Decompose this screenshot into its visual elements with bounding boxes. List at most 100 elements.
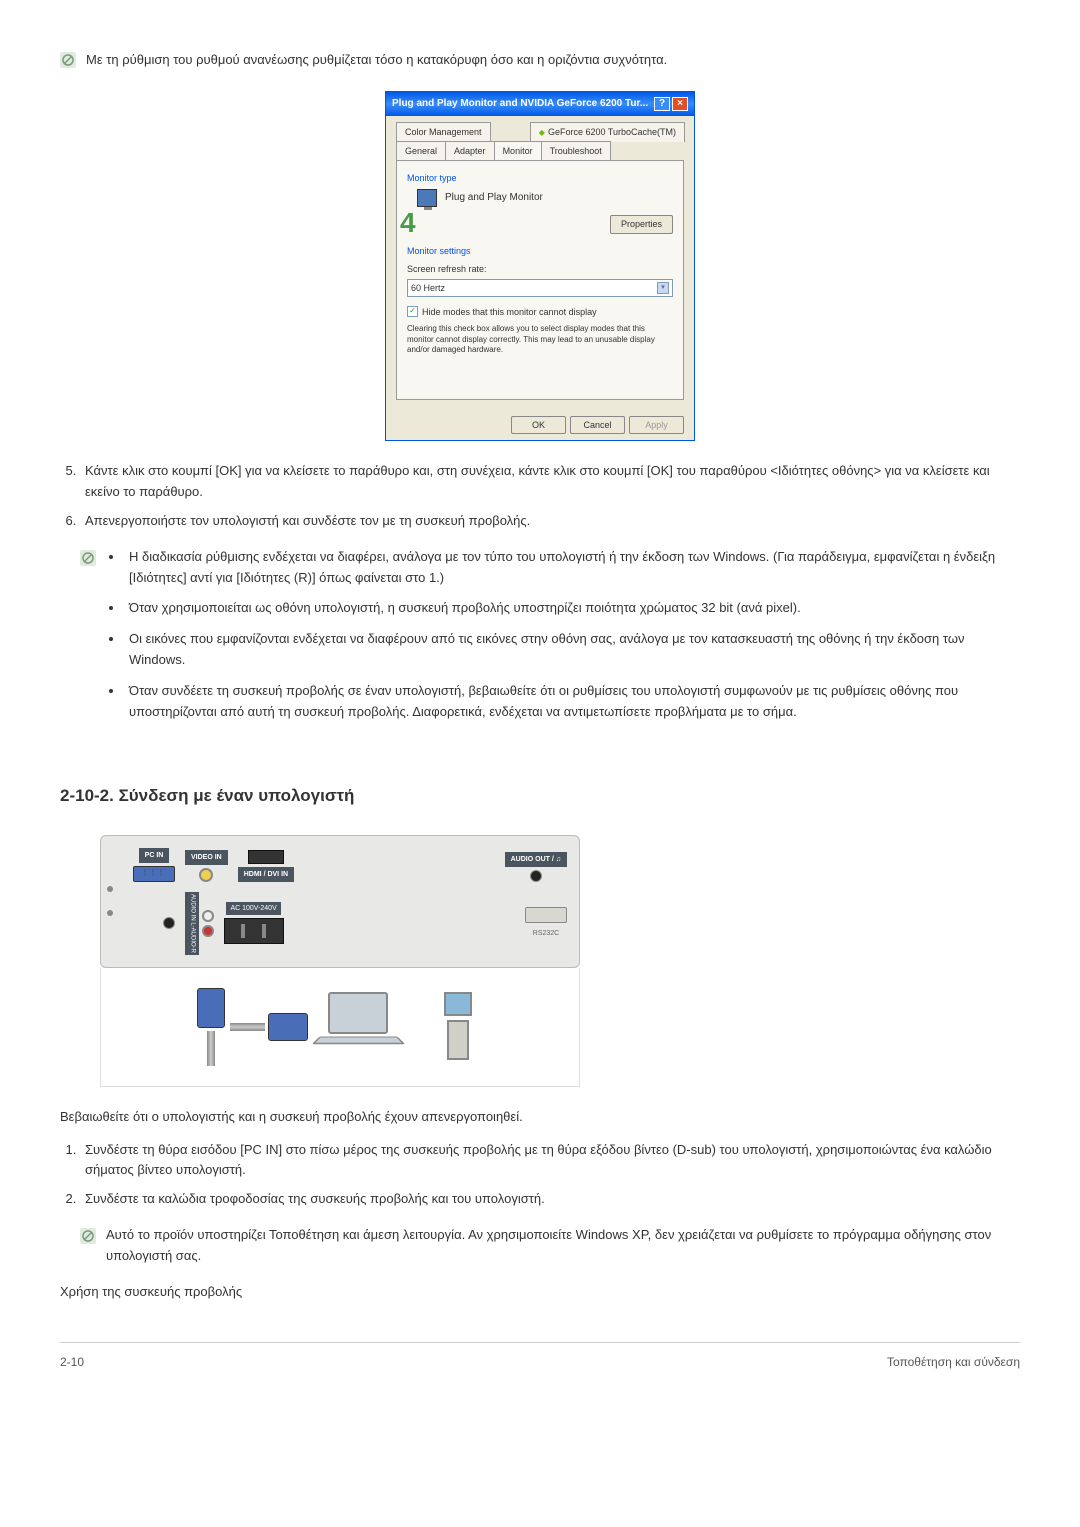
dropdown-arrow-icon: ▾ <box>657 282 669 294</box>
refresh-rate-select[interactable]: 60 Hertz ▾ <box>407 279 673 297</box>
mounting-holes <box>107 886 113 916</box>
audio-out-label: AUDIO OUT / ♫ <box>505 852 567 867</box>
rs232-group: RS232C <box>525 907 567 939</box>
page-footer: 2-10 Τοποθέτηση και σύνδεση <box>60 1342 1020 1372</box>
step-6-text: Απενεργοποιήστε τον υπολογιστή και συνδέ… <box>85 513 530 528</box>
monitor-type-row: Plug and Play Monitor <box>407 189 673 207</box>
properties-button[interactable]: Properties <box>610 215 673 233</box>
info-bullets-block: Η διαδικασία ρύθμισης ενδέχεται να διαφέ… <box>80 547 1020 733</box>
top-note-text: Με τη ρύθμιση του ρυθμού ανανέωσης ρυθμί… <box>86 50 667 71</box>
rs232-port-icon <box>525 907 567 923</box>
ports-row-2: AUDIO IN L-AUDIO-R AC 100V-240V RS232C <box>163 892 567 955</box>
conn-step-2: Συνδέστε τα καλώδια τροφοδοσίας της συσκ… <box>80 1189 1020 1210</box>
power-port-icon <box>224 918 284 944</box>
cancel-button[interactable]: Cancel <box>570 416 625 434</box>
vga-plug-icon <box>268 1013 308 1041</box>
power-group: AC 100V-240V <box>224 902 284 944</box>
audio-in-label: AUDIO IN L-AUDIO-R <box>185 892 199 955</box>
connection-illustration <box>100 968 580 1087</box>
hole-icon <box>107 910 113 916</box>
tab-geforce[interactable]: GeForce 6200 TurboCache(TM) <box>530 122 685 142</box>
ac-label: AC 100V-240V <box>226 902 280 915</box>
vga-connector-2 <box>230 1013 308 1041</box>
connection-steps: Συνδέστε τη θύρα εισόδου [PC IN] στο πίσ… <box>60 1140 1020 1210</box>
note-icon <box>80 1228 96 1244</box>
pnp-note-text: Αυτό το προϊόν υποστηρίζει Τοποθέτηση κα… <box>106 1225 1020 1267</box>
bullet-list: Η διαδικασία ρύθμισης ενδέχεται να διαφέ… <box>106 547 1020 723</box>
dialog-titlebar: Plug and Play Monitor and NVIDIA GeForce… <box>386 92 694 116</box>
section-heading: 2-10-2. Σύνδεση με έναν υπολογιστή <box>60 782 1020 809</box>
desktop-icon <box>433 992 483 1062</box>
audio-lr-jacks <box>202 910 214 937</box>
hide-modes-label: Hide modes that this monitor cannot disp… <box>422 305 597 319</box>
dialog-container: 4 Plug and Play Monitor and NVIDIA GeFor… <box>60 91 1020 442</box>
laptop-base-icon <box>311 1036 405 1044</box>
hdmi-label: HDMI / DVI IN <box>238 867 294 882</box>
tab-color-management[interactable]: Color Management <box>396 122 491 142</box>
bullet-4: Όταν συνδέετε τη συσκευή προβολής σε ένα… <box>124 681 1020 723</box>
close-button[interactable]: × <box>672 97 688 111</box>
audio-in-jack-icon <box>163 917 175 929</box>
hdmi-port-icon <box>248 850 284 864</box>
audio-out-group: AUDIO OUT / ♫ <box>505 852 567 882</box>
tab-adapter[interactable]: Adapter <box>445 141 495 160</box>
bullet-3: Οι εικόνες που εμφανίζονται ενδέχεται να… <box>124 629 1020 671</box>
hdmi-group: HDMI / DVI IN <box>238 850 294 882</box>
usage-text: Χρήση της συσκευής προβολής <box>60 1282 1020 1303</box>
top-info-note: Με τη ρύθμιση του ρυθμού ανανέωσης ρυθμί… <box>60 50 1020 71</box>
check-text: Βεβαιωθείτε ότι ο υπολογιστής και η συσκ… <box>60 1107 1020 1128</box>
note-icon <box>60 52 76 68</box>
tabs-row-2: General Adapter Monitor Troubleshoot <box>396 141 684 160</box>
power-pin-icon <box>241 924 245 938</box>
bullet-1: Η διαδικασία ρύθμισης ενδέχεται να διαφέ… <box>124 547 1020 589</box>
monitor-name: Plug and Play Monitor <box>445 190 543 206</box>
help-button[interactable]: ? <box>654 97 670 111</box>
conn-step-2-text: Συνδέστε τα καλώδια τροφοδοσίας της συσκ… <box>85 1191 545 1206</box>
dialog-buttons: OK Cancel Apply <box>386 410 694 440</box>
tab-general[interactable]: General <box>396 141 446 160</box>
bullet-2: Όταν χρησιμοποιείται ως οθόνη υπολογιστή… <box>124 598 1020 619</box>
laptop-screen-icon <box>328 992 388 1034</box>
vga-cable-icon <box>230 1023 265 1031</box>
audio-in-group <box>163 917 175 929</box>
monitor-type-fieldset: Monitor type Plug and Play Monitor Prope… <box>407 171 673 234</box>
dialog-body: Color Management GeForce 6200 TurboCache… <box>386 116 694 410</box>
info-bullets-content: Η διαδικασία ρύθμισης ενδέχεται να διαφέ… <box>106 547 1020 733</box>
vga-cable-icon <box>207 1031 215 1066</box>
pnp-note-block: Αυτό το προϊόν υποστηρίζει Τοποθέτηση κα… <box>80 1225 1020 1267</box>
monitor-icon <box>417 189 437 207</box>
refresh-rate-label: Screen refresh rate: <box>407 262 673 276</box>
step-5: Κάντε κλικ στο κουμπί [OK] για να κλείσε… <box>80 461 1020 503</box>
note-icon <box>80 550 96 566</box>
dialog-title: Plug and Play Monitor and NVIDIA GeForce… <box>392 96 648 112</box>
connection-diagram: PC IN VIDEO IN HDMI / DVI IN AUDIO OUT /… <box>100 835 580 1087</box>
rca-port-icon <box>199 868 213 882</box>
footer-section: Τοποθέτηση και σύνδεση <box>887 1353 1020 1372</box>
tab-troubleshoot[interactable]: Troubleshoot <box>541 141 611 160</box>
properties-dialog: Plug and Play Monitor and NVIDIA GeForce… <box>385 91 695 442</box>
step-6: Απενεργοποιήστε τον υπολογιστή και συνδέ… <box>80 511 1020 532</box>
tab-monitor[interactable]: Monitor <box>494 141 542 160</box>
monitor-settings-label: Monitor settings <box>407 244 673 258</box>
video-in-group: VIDEO IN <box>185 850 228 882</box>
audio-jack-icon <box>530 870 542 882</box>
pc-in-label: PC IN <box>139 848 170 863</box>
tab-content: Monitor type Plug and Play Monitor Prope… <box>396 160 684 400</box>
apply-button[interactable]: Apply <box>629 416 684 434</box>
step-number-4: 4 <box>400 201 416 246</box>
hide-modes-checkbox[interactable]: ✓ <box>407 306 418 317</box>
conn-step-1-text: Συνδέστε τη θύρα εισόδου [PC IN] στο πίσ… <box>85 1142 992 1178</box>
conn-step-1: Συνδέστε τη θύρα εισόδου [PC IN] στο πίσ… <box>80 1140 1020 1182</box>
ok-button[interactable]: OK <box>511 416 566 434</box>
desktop-tower-icon <box>447 1020 469 1060</box>
desktop-monitor-icon <box>444 992 472 1016</box>
tabs-row-1: Color Management GeForce 6200 TurboCache… <box>396 122 684 142</box>
ports-row-1: PC IN VIDEO IN HDMI / DVI IN AUDIO OUT /… <box>133 848 567 882</box>
projector-panel: PC IN VIDEO IN HDMI / DVI IN AUDIO OUT /… <box>100 835 580 968</box>
pc-in-group: PC IN <box>133 848 175 882</box>
audio-r-icon <box>202 925 214 937</box>
hide-modes-desc: Clearing this check box allows you to se… <box>407 324 673 355</box>
properties-btn-row: Properties <box>407 215 673 233</box>
audio-lr-group: AUDIO IN L-AUDIO-R <box>185 892 214 955</box>
video-in-label: VIDEO IN <box>185 850 228 865</box>
